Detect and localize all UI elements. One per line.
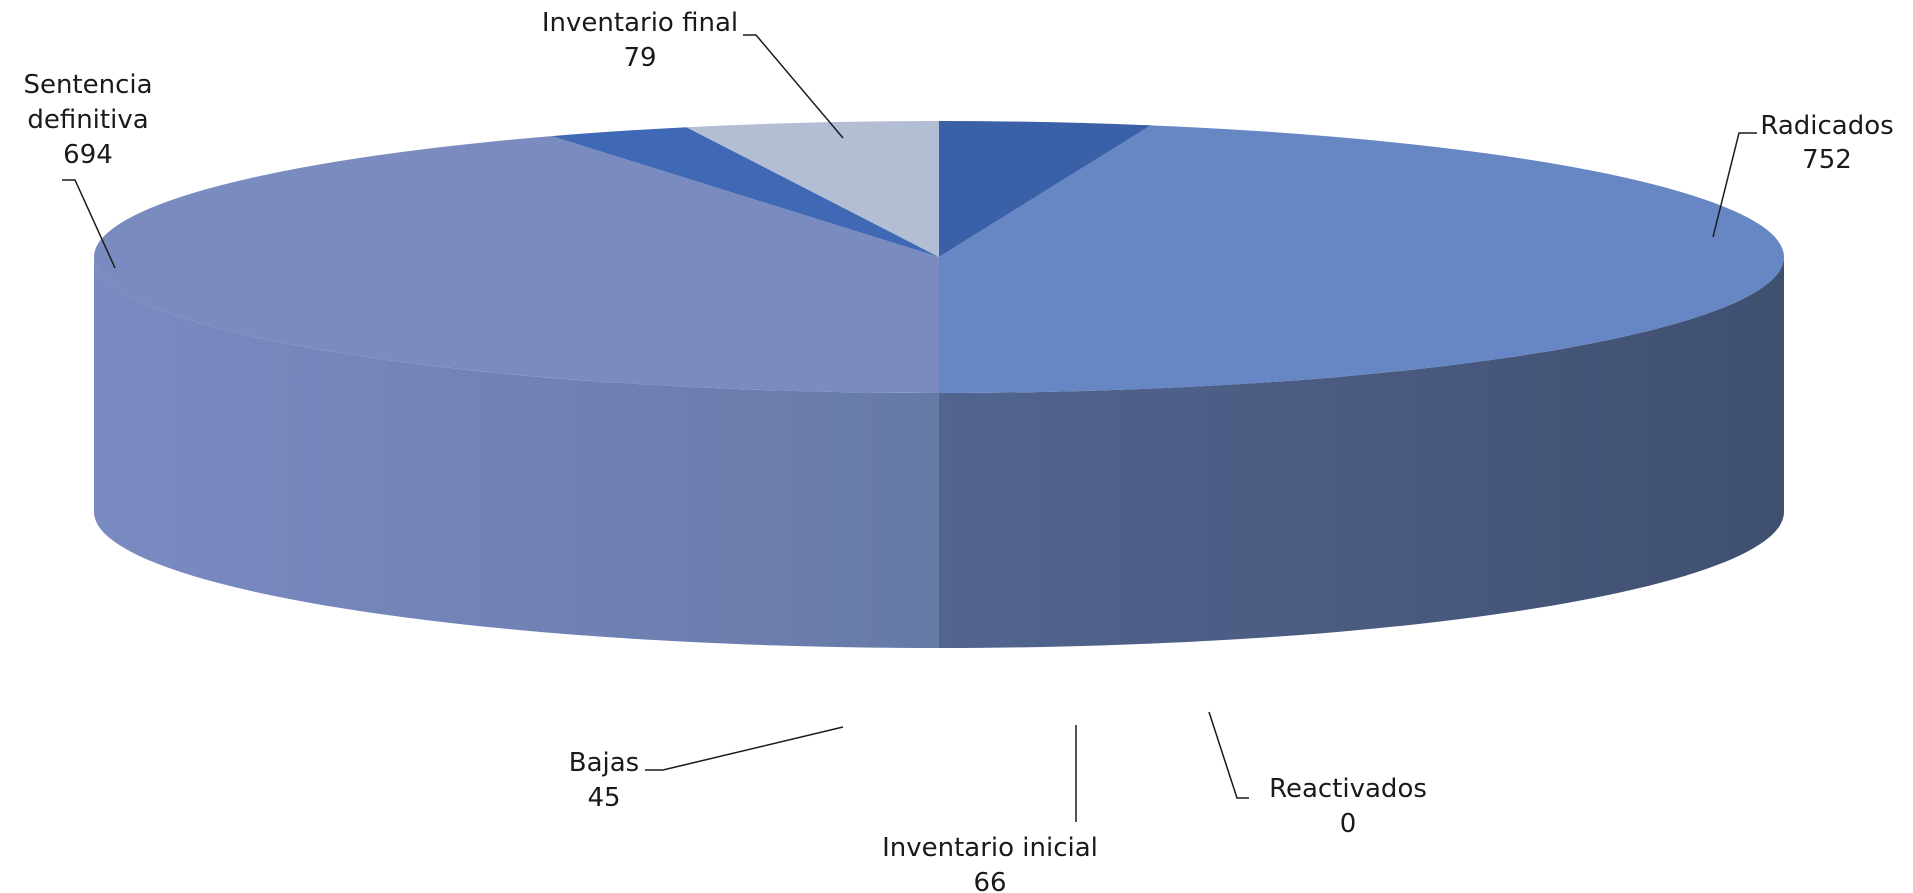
value-label-inventario-final: 79 bbox=[623, 43, 656, 73]
value-label-reactivados: 0 bbox=[1340, 809, 1357, 839]
value-label-bajas: 45 bbox=[587, 783, 620, 813]
leader-line-reactivados bbox=[1208, 711, 1249, 799]
slice-label-reactivados: Reactivados bbox=[1269, 774, 1427, 804]
leader-line-radicados bbox=[1712, 132, 1757, 238]
slice-label-inventario-final: Inventario final bbox=[542, 8, 738, 38]
slice-bajas bbox=[551, 127, 939, 257]
value-label-radicados: 752 bbox=[1802, 145, 1852, 175]
slice-label-radicados: Radicados bbox=[1760, 111, 1893, 141]
value-label-inventario-inicial: 66 bbox=[973, 868, 1006, 893]
slice-label-inventario-inicial: Inventario inicial bbox=[882, 833, 1098, 863]
leader-line-bajas bbox=[645, 726, 844, 771]
slice-label-sentencia-definitiva: definitiva bbox=[27, 105, 148, 135]
value-label-sentencia-definitiva: 694 bbox=[63, 140, 113, 170]
leader-line-inventario-final bbox=[743, 34, 844, 139]
slice-inventario-final bbox=[686, 121, 939, 257]
slice-side-sentencia-definitiva bbox=[94, 257, 939, 648]
slice-radicados bbox=[939, 125, 1784, 393]
slice-inventario-inicial bbox=[939, 121, 1151, 257]
slice-label-bajas: Bajas bbox=[569, 748, 639, 778]
leader-line-sentencia-definitiva bbox=[62, 179, 116, 269]
slice-side-radicados bbox=[939, 257, 1784, 648]
slice-label-sentencia-definitiva: Sentencia bbox=[23, 70, 152, 100]
slice-sentencia-definitiva bbox=[94, 136, 939, 394]
